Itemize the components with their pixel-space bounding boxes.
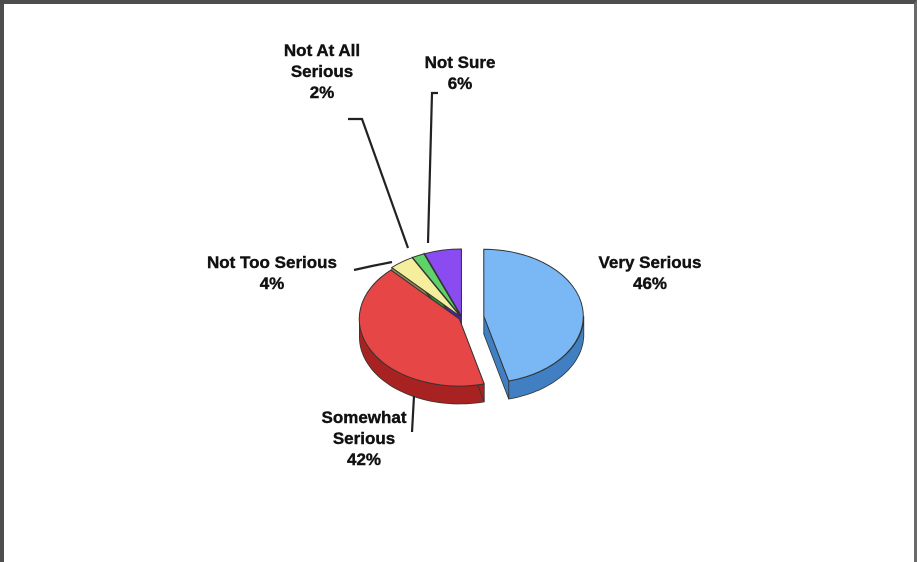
slice-not-sure: [423, 248, 462, 318]
label-somewhat-serious: Somewhat Serious 42%: [321, 408, 406, 469]
label-not-at-all-serious: Not At All Serious 2%: [284, 41, 360, 102]
label-line: Somewhat: [321, 408, 406, 427]
label-line: Very Serious: [598, 253, 701, 272]
label-line: 42%: [347, 450, 381, 469]
label-not-sure: Not Sure 6%: [425, 53, 496, 93]
slice-labels: Very Serious 46% Somewhat Serious 42% Not Too…: [207, 41, 702, 469]
label-line: 6%: [448, 74, 473, 93]
label-line: Serious: [291, 62, 353, 81]
label-line: Not Sure: [425, 53, 496, 72]
label-line: Serious: [333, 429, 395, 448]
pie-tops: [358, 248, 584, 387]
label-line: 4%: [260, 274, 285, 293]
label-line: Not Too Serious: [207, 253, 337, 272]
label-line: 2%: [310, 83, 335, 102]
leader-lines: [348, 91, 438, 433]
slice-very-serious: [483, 248, 584, 382]
slice-somewhat-serious: [358, 269, 485, 387]
leader-somewhat-serious: [410, 395, 416, 433]
slice-not-at-all-serious: [411, 253, 462, 317]
label-line: 46%: [633, 274, 667, 293]
leader-not-too-serious: [353, 260, 393, 272]
leader-not-at-all-serious: [348, 117, 410, 249]
label-line: Not At All: [284, 41, 360, 60]
label-very-serious: Very Serious 46%: [598, 253, 701, 293]
label-not-too-serious: Not Too Serious 4%: [207, 253, 337, 293]
leader-not-sure: [426, 91, 438, 244]
